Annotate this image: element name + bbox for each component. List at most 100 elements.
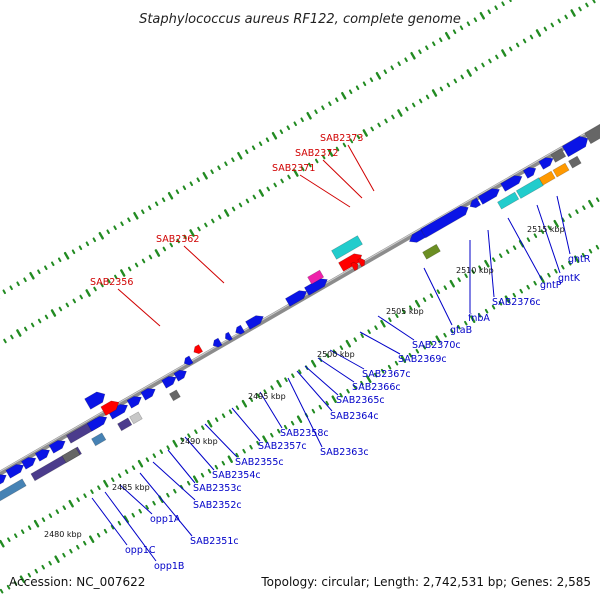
tick-mark [348,89,353,95]
tick-mark [277,428,281,434]
tick-mark [110,524,115,530]
tick-mark [404,57,408,63]
tick-mark [103,479,109,488]
tick-mark [585,2,589,8]
gene-label: SAB2372 [295,148,338,159]
tick-mark [273,182,277,188]
gene-arrow [34,449,51,462]
tick-mark [44,265,48,271]
tick-mark [161,197,166,203]
tick-mark [457,324,461,330]
tick-mark [235,452,239,458]
tick-mark [256,393,261,398]
tick-mark [145,504,149,510]
tick-mark [360,380,364,386]
tick-mark [57,257,62,263]
gene-label: SAB2351c [190,536,239,547]
tick-mark [479,11,486,20]
tick-mark [553,219,559,228]
tick-mark [390,65,394,71]
tick-mark [13,580,18,586]
leader-line [507,217,543,281]
leader-line [329,349,365,370]
tick-mark [595,244,600,250]
tick-mark [449,279,455,288]
tick-mark [231,157,235,163]
tick-mark [582,205,586,210]
tick-mark [62,552,66,558]
tick-mark [0,539,5,548]
leader-line [152,461,196,501]
tick-mark [522,38,527,44]
label-leader-lines [91,144,571,562]
gene-box [307,269,325,285]
tick-mark [107,278,111,284]
gene-arrow [0,474,7,485]
gene-arrow [107,404,129,420]
tick-mark [491,304,496,310]
tick-mark [235,405,240,410]
tick-mark [512,245,517,250]
tick-mark [400,355,407,363]
tick-mark [394,360,399,366]
gene-arrow [538,157,554,170]
tick-mark [124,469,129,474]
tick-mark [504,295,511,303]
tick-mark [444,31,451,40]
tick-mark [481,62,485,68]
tick-mark [276,379,282,388]
tick-mark [249,397,254,402]
tick-mark [581,252,586,258]
tick-mark [138,508,142,514]
tick-mark [96,532,101,538]
tick-mark [117,520,122,526]
leader-line [536,204,561,274]
tick-mark [341,91,347,100]
tick-mark [418,98,423,104]
gene-box [129,411,143,425]
tick-mark [339,392,343,398]
tick-mark [194,429,198,434]
tick-mark [245,198,250,204]
tick-mark [554,268,558,274]
tick-mark [397,109,403,117]
leader-line [299,174,351,208]
tick-mark [515,42,520,48]
tick-mark [438,37,443,43]
gene-box [168,389,181,402]
tick-mark [187,433,191,438]
leader-line [487,229,495,298]
tick-mark [175,189,180,195]
gene-label: SAB2364c [330,411,379,422]
tick-mark [50,309,57,317]
kbp-label: 2480 kbp [44,530,82,539]
tick-mark [24,326,28,332]
tick-mark [360,333,364,338]
tick-mark [342,142,347,148]
tick-mark [408,305,413,310]
gene-label: SAB2356 [90,277,133,288]
tick-mark [415,348,420,354]
tick-mark [387,364,392,370]
gene-arrow [173,369,187,382]
tick-mark [283,424,288,430]
tick-mark [117,473,122,478]
tick-mark [310,359,317,368]
tick-mark [498,300,503,306]
tick-mark [321,154,326,160]
tick-mark [72,298,77,304]
tick-mark [88,535,95,543]
tick-mark [487,9,491,15]
tick-mark [37,318,42,324]
tick-mark [452,29,457,35]
tick-mark [228,409,233,414]
gene-label: SAB2363c [320,447,369,458]
tick-mark [148,254,153,260]
tick-mark [41,564,45,570]
topology-text: Topology: circular; Length: 2,742,531 bp… [260,575,591,589]
tick-mark [508,46,513,52]
tick-mark [471,269,475,274]
tick-mark [221,460,226,466]
gene-arrow [284,290,308,307]
tick-mark [318,404,323,410]
